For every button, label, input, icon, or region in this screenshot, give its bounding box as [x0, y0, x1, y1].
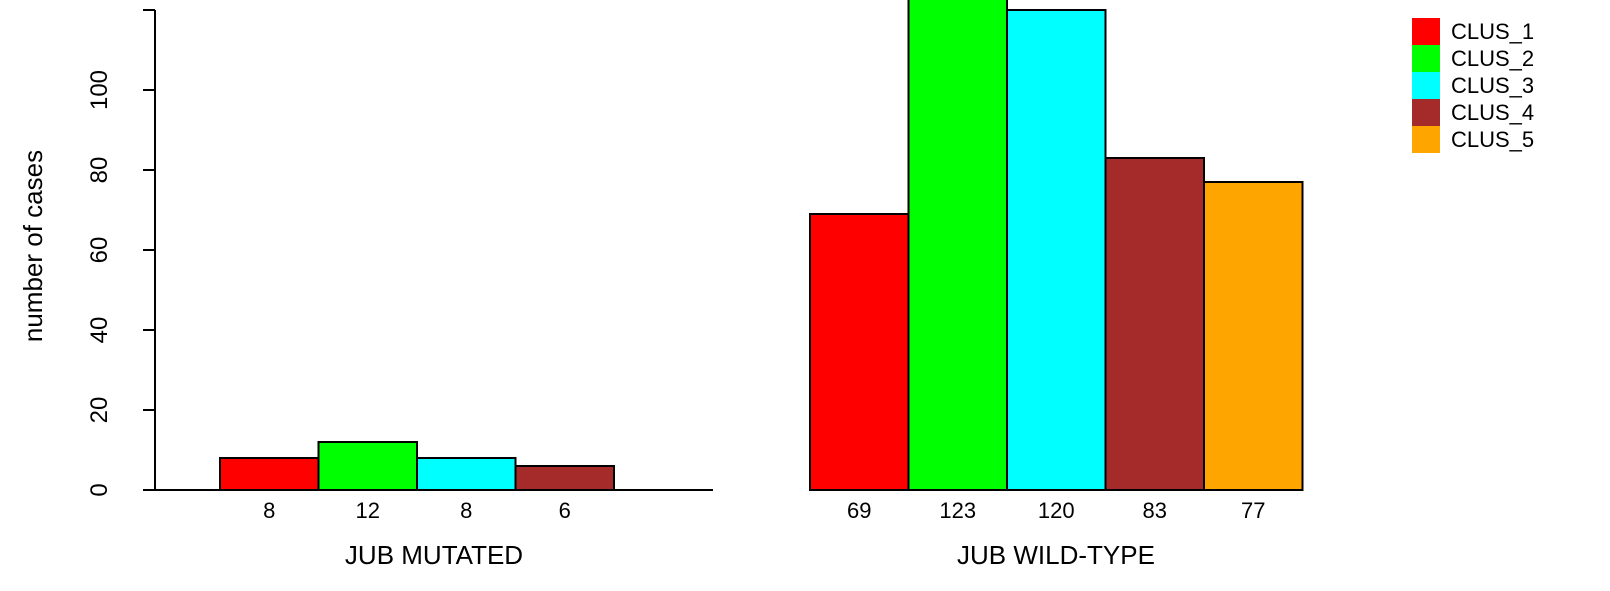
bar: [219, 457, 320, 491]
bar: [416, 457, 517, 491]
legend-swatch: [1412, 18, 1440, 45]
group-label: JUB WILD-TYPE: [957, 540, 1155, 570]
bar-count-label: 12: [356, 498, 380, 523]
bar: [1104, 157, 1205, 491]
bar: [809, 213, 910, 491]
bar: [1006, 9, 1107, 491]
y-tick-label: 0: [86, 483, 113, 496]
bar-count-label: 6: [559, 498, 571, 523]
legend-label: CLUS_1: [1451, 19, 1534, 44]
y-tick-label: 80: [86, 157, 113, 184]
legend-label: CLUS_4: [1451, 100, 1534, 125]
legend-swatch: [1412, 99, 1440, 126]
legend-swatch: [1412, 45, 1440, 72]
y-tick-label: 100: [86, 70, 113, 110]
bar-count-label: 8: [263, 498, 275, 523]
bar: [907, 0, 1008, 491]
y-tick-label: 60: [86, 237, 113, 264]
legend-label: CLUS_3: [1451, 73, 1534, 98]
group-label: JUB MUTATED: [345, 540, 523, 570]
bar-count-label: 123: [939, 498, 976, 523]
y-tick-label: 20: [86, 397, 113, 424]
bar: [514, 465, 615, 491]
legend-swatch: [1412, 126, 1440, 153]
bar-count-label: 77: [1241, 498, 1265, 523]
bar-count-label: 120: [1038, 498, 1075, 523]
bar-count-label: 8: [460, 498, 472, 523]
legend-label: CLUS_2: [1451, 46, 1534, 71]
y-axis-title: number of cases: [18, 150, 48, 342]
bar: [317, 441, 418, 491]
bars: 8 12 8 6 69 123 120 83 77: [219, 0, 1304, 523]
group-axes: JUB MUTATED JUB WILD-TYPE: [155, 489, 1302, 570]
bar-count-label: 69: [847, 498, 871, 523]
y-axis: 0 20 40 60 80 100: [86, 9, 156, 497]
legend-swatch: [1412, 72, 1440, 99]
bar-count-label: 83: [1143, 498, 1167, 523]
bar: [1203, 181, 1304, 491]
y-tick-label: 40: [86, 317, 113, 344]
legend-label: CLUS_5: [1451, 127, 1534, 152]
